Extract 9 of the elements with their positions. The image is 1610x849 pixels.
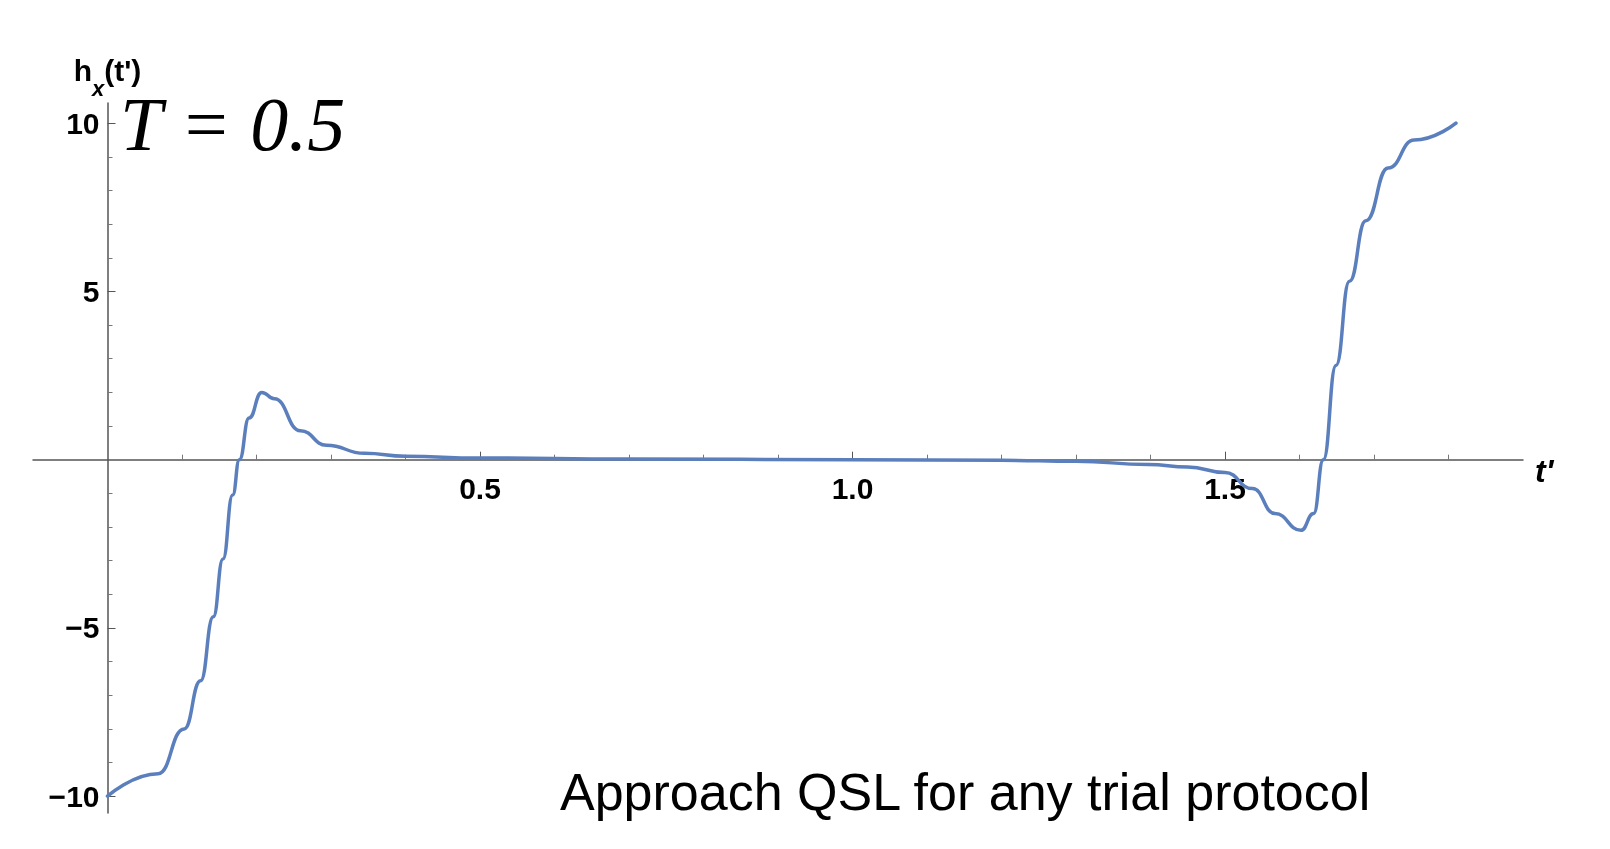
- x-tick-label: 1.0: [831, 472, 874, 506]
- y-tick-label: −10: [48, 779, 100, 813]
- x-axis-title: t': [1535, 452, 1555, 489]
- x-tick-label: 0.5: [459, 472, 501, 506]
- y-tick-label: −5: [65, 611, 100, 645]
- y-tick-label: 5: [82, 274, 100, 308]
- annotation: Approach QSL for any trial protocol: [560, 763, 1371, 821]
- x-tick-label: 1.5: [1204, 472, 1246, 506]
- y-tick-label: 10: [66, 106, 100, 140]
